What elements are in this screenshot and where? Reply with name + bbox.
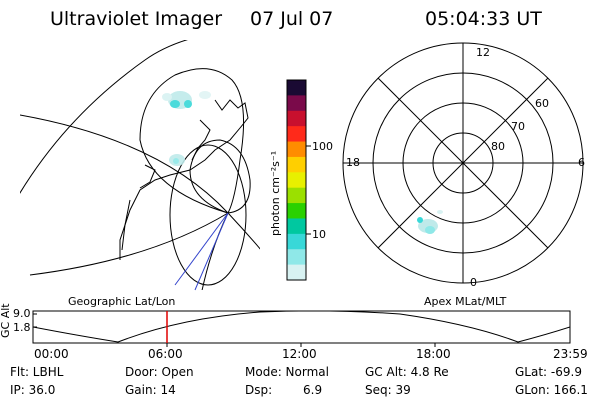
satellite-track [194, 212, 229, 291]
timeline-ytick: 9.0 [13, 307, 31, 320]
colorbar-band [287, 172, 306, 189]
mlt-label-12: 12 [476, 46, 490, 59]
timeline-xtick: 18:00 [416, 347, 451, 361]
colorbar-band [287, 187, 306, 204]
colorbar-band [287, 218, 306, 235]
date-label: 07 Jul 07 [250, 8, 334, 30]
geographic-label: Geographic Lat/Lon [68, 295, 176, 308]
polar-plot [342, 42, 584, 284]
longitude-line [20, 40, 189, 194]
colorbar [287, 80, 306, 281]
timeline-frame [32, 310, 571, 344]
colorbar-tick-label: 10 [312, 228, 326, 241]
ellipse-ring [169, 144, 247, 286]
timeline-xtick: 06:00 [148, 347, 183, 361]
timeline-ytick: 1.8 [13, 321, 31, 334]
seq-info: Seq: 39 [365, 383, 411, 397]
ellipse-ring [189, 139, 251, 214]
satellite-track [174, 212, 229, 286]
colorbar-band [287, 233, 306, 250]
timeline-xtick: 23:59 [553, 347, 588, 361]
colorbar-band [287, 95, 306, 112]
ip-info: IP: 36.0 [10, 383, 56, 397]
coastline [191, 119, 211, 161]
colorbar-band [287, 126, 306, 143]
colorbar-band [287, 249, 306, 266]
colorbar-band [287, 110, 306, 127]
polar-diagonal [377, 77, 549, 249]
colorbar-band [287, 156, 306, 173]
coastline [121, 199, 131, 251]
mode-info: Mode: Normal [245, 365, 329, 379]
colorbar-unit-label: photon cm⁻²s⁻¹ [269, 150, 282, 236]
aurora-emission-polar [417, 210, 443, 234]
colorbar-band [287, 264, 306, 281]
colorbar-band [287, 141, 306, 158]
door-info: Door: Open [125, 365, 194, 379]
time-label: 05:04:33 UT [425, 8, 542, 30]
ellipse-ring [139, 68, 245, 214]
lat-label-80: 80 [491, 140, 505, 153]
lat-label-70: 70 [511, 120, 525, 133]
colorbar-tick-label: 100 [312, 140, 333, 153]
gain-info: Gain: 14 [125, 383, 176, 397]
apex-label: Apex MLat/MLT [424, 295, 507, 308]
lat-label-60: 60 [535, 97, 549, 110]
altitude-curve [33, 311, 570, 343]
coastline [139, 164, 156, 189]
colorbar-frame [286, 79, 307, 281]
glat-info: GLat: -69.9 [515, 365, 582, 379]
mlt-label-6: 6 [578, 156, 585, 169]
aurora-emission-map [162, 91, 211, 166]
glon-info: GLon: 166.1 [515, 383, 588, 397]
dsp-value: 6.9 [303, 383, 323, 397]
gc-alt-info: GC Alt: 4.8 Re [365, 365, 449, 379]
mlt-label-18: 18 [346, 156, 360, 169]
coastline [119, 99, 249, 260]
filter-info: Flt: LBHL [10, 365, 64, 379]
latitude-line [29, 212, 229, 276]
geographic-map [20, 40, 260, 290]
timeline-xtick: 12:00 [282, 347, 317, 361]
colorbar-band [287, 80, 306, 96]
colorbar-band [287, 203, 306, 220]
dsp-label: Dsp: [245, 383, 273, 397]
instrument-title: Ultraviolet Imager [50, 8, 223, 30]
timeline-xtick: 00:00 [34, 347, 69, 361]
mlt-label-0: 0 [470, 276, 477, 289]
timeline-ylabel: GC Alt [0, 303, 12, 338]
